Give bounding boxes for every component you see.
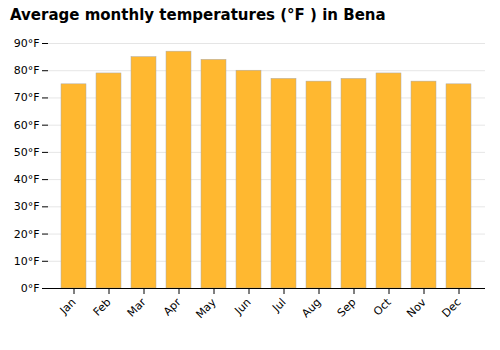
svg-text:10°F: 10°F <box>14 255 40 268</box>
svg-text:30°F: 30°F <box>14 200 40 213</box>
svg-text:Jun: Jun <box>232 296 254 318</box>
svg-text:80°F: 80°F <box>14 64 40 77</box>
svg-text:Aug: Aug <box>299 296 323 320</box>
svg-text:Oct: Oct <box>371 295 394 318</box>
svg-text:70°F: 70°F <box>14 91 40 104</box>
svg-text:60°F: 60°F <box>14 119 40 132</box>
svg-text:Dec: Dec <box>439 296 463 320</box>
svg-text:Jan: Jan <box>57 296 79 318</box>
svg-text:20°F: 20°F <box>14 228 40 241</box>
svg-text:Mar: Mar <box>125 295 149 319</box>
html-text:Average monthly temperatures (: Average monthly temperatures (°F ) in Be… <box>10 6 386 24</box>
svg-text:50°F: 50°F <box>14 146 40 159</box>
svg-text:40°F: 40°F <box>14 173 40 186</box>
svg-text:Jul: Jul <box>269 296 288 315</box>
svg-text:90°F: 90°F <box>14 37 40 50</box>
svg-text:Apr: Apr <box>161 295 184 318</box>
svg-text:Nov: Nov <box>404 295 429 320</box>
svg-text:0°F: 0°F <box>21 282 40 295</box>
svg-text:May: May <box>193 295 219 321</box>
svg-text:Sep: Sep <box>335 296 359 320</box>
svg-text:Feb: Feb <box>91 296 114 319</box>
